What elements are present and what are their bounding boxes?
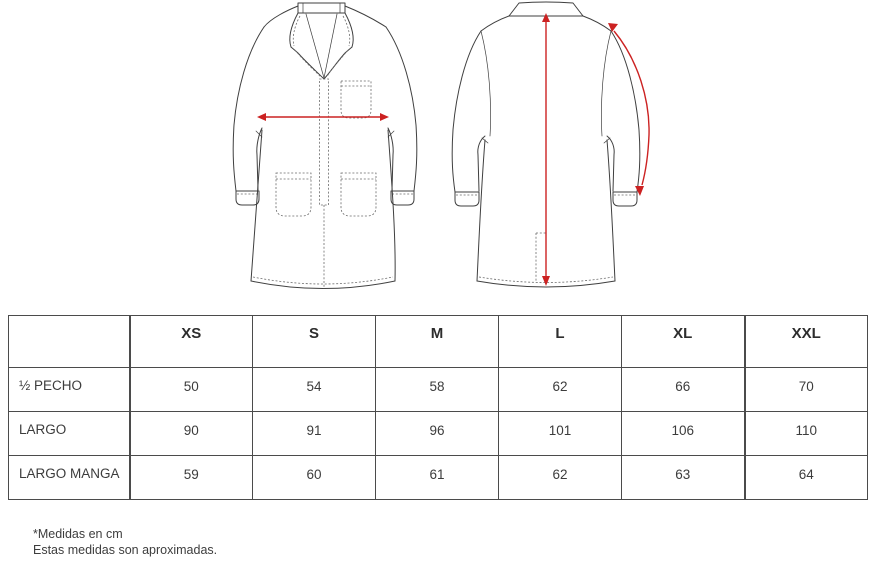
back-length-arrow: [542, 13, 550, 286]
value-cell: 54: [252, 367, 376, 412]
front-right-sleeve: [385, 26, 418, 192]
lab-coat-back-view: [451, 1, 650, 288]
value-cell: 110: [743, 411, 868, 456]
value-cell: 90: [128, 411, 253, 456]
size-diagram: [232, 1, 650, 289]
back-right-cuff: [612, 191, 638, 207]
value-cell: 62: [498, 367, 622, 412]
value-cell: 70: [743, 367, 868, 412]
value-cell: 66: [621, 367, 745, 412]
back-right-sleeve: [610, 30, 641, 193]
chest-width-arrow: [257, 113, 389, 121]
front-left-hip-pocket: [275, 172, 312, 217]
row-label-largo-manga: LARGO MANGA: [8, 455, 130, 500]
front-chest-pocket: [340, 80, 372, 119]
size-table: XS S M L XL XXL ½ PECHO 50 54 58 62 66 7…: [8, 315, 868, 500]
front-placket: [319, 78, 329, 289]
lab-coat-diagram-svg: [232, 1, 650, 289]
sleeve-length-arrow: [608, 23, 650, 196]
back-left-cuff: [454, 191, 480, 207]
back-hem: [476, 280, 616, 288]
size-header-l: L: [498, 315, 622, 368]
footnote-approx: Estas medidas son aproximadas.: [33, 543, 218, 557]
table-corner-cell: [8, 315, 130, 368]
size-header-m: M: [375, 315, 499, 368]
value-cell: 50: [128, 367, 253, 412]
value-cell: 101: [498, 411, 622, 456]
value-cell: 60: [252, 455, 376, 500]
table-row: ½ PECHO 50 54 58 62 66 70: [8, 367, 868, 412]
value-cell: 91: [252, 411, 376, 456]
size-header-xl: XL: [621, 315, 745, 368]
value-cell: 59: [128, 455, 253, 500]
value-cell: 96: [375, 411, 499, 456]
front-right-hip-pocket: [340, 172, 377, 217]
size-header-xs: XS: [128, 315, 253, 368]
value-cell: 58: [375, 367, 499, 412]
value-cell: 106: [621, 411, 745, 456]
front-lapel-collar: [289, 12, 354, 80]
front-hem: [250, 280, 396, 289]
front-left-cuff: [235, 190, 260, 206]
row-label-largo: LARGO: [8, 411, 130, 456]
value-cell: 62: [498, 455, 622, 500]
front-left-sleeve: [232, 26, 265, 192]
size-header-s: S: [252, 315, 376, 368]
row-label-half-pecho: ½ PECHO: [8, 367, 130, 412]
table-row: LARGO MANGA 59 60 61 62 63 64: [8, 455, 868, 500]
value-cell: 63: [621, 455, 745, 500]
value-cell: 61: [375, 455, 499, 500]
back-left-sleeve: [451, 30, 482, 193]
value-cell: 64: [743, 455, 868, 500]
table-header-row: XS S M L XL XXL: [8, 315, 868, 368]
back-vent: [535, 232, 546, 281]
size-header-xxl: XXL: [743, 315, 868, 368]
back-collar: [508, 1, 584, 17]
front-right-cuff: [390, 190, 415, 206]
footnote-units: *Medidas en cm: [33, 527, 123, 541]
lab-coat-front-view: [232, 2, 418, 289]
footnote: *Medidas en cm Estas medidas son aproxim…: [33, 526, 217, 558]
front-collar-band: [297, 2, 346, 14]
table-row: LARGO 90 91 96 101 106 110: [8, 411, 868, 456]
